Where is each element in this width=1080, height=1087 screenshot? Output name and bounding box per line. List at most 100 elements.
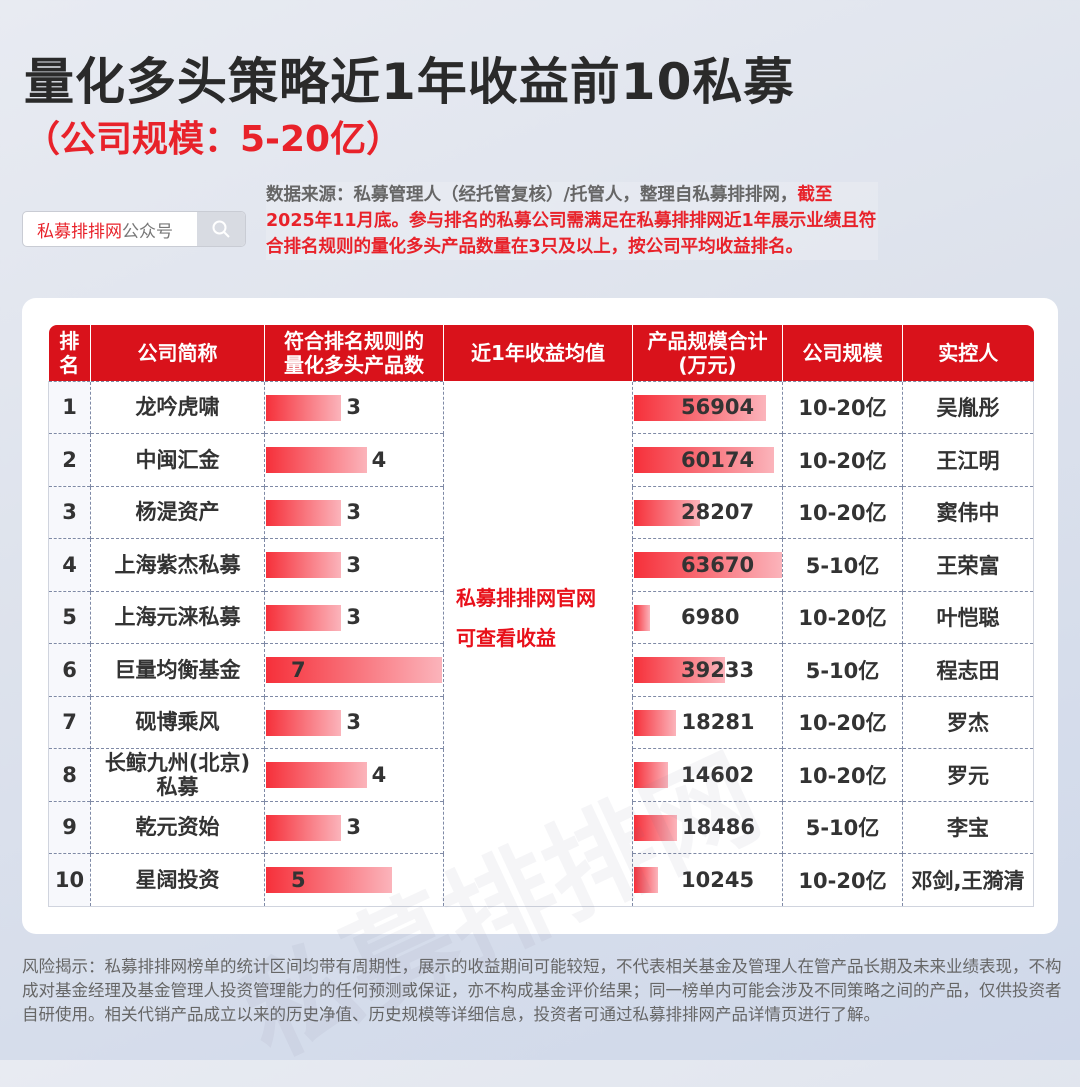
size-label: 6980 xyxy=(681,605,740,630)
count-label: 3 xyxy=(346,552,362,577)
controller: 程志田 xyxy=(902,643,1034,696)
count-bar xyxy=(266,762,367,788)
table-row: 9 乾元资始 3 18486 5-10亿 李宝 xyxy=(48,800,1034,854)
company-scale: 10-20亿 xyxy=(782,433,903,486)
table-row: 8 长鲸九州(北京)私募 4 14602 10-20亿 罗元 xyxy=(48,748,1034,801)
count-label: 3 xyxy=(346,395,362,420)
return-cell xyxy=(443,538,633,591)
return-cell xyxy=(443,643,633,696)
data-source-note: 数据来源：私募管理人（经托管复核）/托管人，整理自私募排排网，截至2025年11… xyxy=(266,182,878,260)
company-name: 中闽汇金 xyxy=(90,433,265,486)
count-cell: 4 xyxy=(264,748,444,801)
risk-disclaimer: 风险揭示：私募排排网榜单的统计区间均带有周期性，展示的收益期间可能较短，不代表相… xyxy=(22,957,1062,1024)
header-size: 产品规模合计 (万元) xyxy=(632,325,783,381)
company-name: 杨湜资产 xyxy=(90,485,265,539)
page-subtitle: （公司规模：5-20亿） xyxy=(24,119,403,160)
header-count: 符合排名规则的 量化多头产品数 xyxy=(264,325,444,381)
rank-cell: 3 xyxy=(48,485,91,539)
size-cell: 60174 xyxy=(632,433,783,486)
table-row: 10 星阔投资 5 10245 10-20亿 邓剑,王漪清 xyxy=(48,853,1034,907)
header-controller: 实控人 xyxy=(902,325,1034,381)
company-scale: 10-20亿 xyxy=(782,853,903,907)
count-bar xyxy=(266,604,342,631)
size-bar xyxy=(634,709,677,736)
table-row: 1 龙吟虎啸 3 56904 10-20亿 吴胤彤 xyxy=(48,380,1034,434)
size-cell: 10245 xyxy=(632,853,783,907)
table-row: 3 杨湜资产 3 28207 10-20亿 窦伟中 xyxy=(48,485,1034,539)
overlay-line2: 可查看收益 xyxy=(456,626,556,650)
size-label: 10245 xyxy=(681,867,755,892)
controller: 罗元 xyxy=(902,748,1034,801)
count-bar xyxy=(266,657,442,683)
company-scale: 10-20亿 xyxy=(782,380,903,434)
count-bar xyxy=(266,552,342,578)
overlay-note: 私募排排网官网 可查看收益 xyxy=(456,578,596,658)
count-bar xyxy=(266,499,342,526)
count-bar xyxy=(266,867,392,893)
company-scale: 10-20亿 xyxy=(782,748,903,801)
controller: 王江明 xyxy=(902,433,1034,486)
table-row: 7 砚博乘风 3 18281 10-20亿 罗杰 xyxy=(48,695,1034,749)
count-cell: 4 xyxy=(264,433,444,486)
count-label: 7 xyxy=(291,657,306,682)
header-name: 公司简称 xyxy=(90,325,265,381)
size-cell: 18281 xyxy=(632,695,783,749)
size-cell: 6980 xyxy=(632,590,783,644)
count-cell: 3 xyxy=(264,538,444,591)
search-box[interactable]: 私募排排网 公众号 xyxy=(22,211,246,247)
return-cell xyxy=(443,853,633,907)
size-bar xyxy=(634,867,658,893)
rank-cell: 7 xyxy=(48,695,91,749)
return-cell xyxy=(443,591,633,644)
count-cell: 5 xyxy=(264,853,444,907)
count-label: 3 xyxy=(346,815,362,840)
size-bar xyxy=(634,762,668,788)
rank-cell: 5 xyxy=(48,590,91,644)
controller: 叶恺聪 xyxy=(902,590,1034,644)
count-cell: 3 xyxy=(264,695,444,749)
count-label: 3 xyxy=(346,500,362,525)
size-cell: 56904 xyxy=(632,380,783,434)
size-label: 28207 xyxy=(681,500,755,525)
size-label: 39233 xyxy=(681,657,755,682)
return-cell xyxy=(443,696,633,749)
size-cell: 39233 xyxy=(632,643,783,696)
count-label: 3 xyxy=(346,710,362,735)
controller: 窦伟中 xyxy=(902,485,1034,539)
company-name: 长鲸九州(北京)私募 xyxy=(90,748,265,801)
company-scale: 5-10亿 xyxy=(782,800,903,854)
count-label: 4 xyxy=(371,447,387,472)
search-button[interactable] xyxy=(197,212,245,246)
size-cell: 18486 xyxy=(632,800,783,854)
size-label: 56904 xyxy=(681,395,755,420)
search-suffix: 公众号 xyxy=(122,221,173,242)
note-gray: 数据来源：私募管理人（经托管复核）/托管人，整理自私募排排网， xyxy=(266,185,798,205)
company-name: 龙吟虎啸 xyxy=(90,380,265,434)
table-row: 6 巨量均衡基金 7 39233 5-10亿 程志田 xyxy=(48,643,1034,696)
table-row: 5 上海元涞私募 3 6980 10-20亿 叶恺聪 xyxy=(48,590,1034,644)
count-cell: 3 xyxy=(264,590,444,644)
page-title: 量化多头策略近1年收益前10私募 xyxy=(24,53,795,111)
count-label: 3 xyxy=(346,605,362,630)
rank-cell: 10 xyxy=(48,853,91,907)
size-bar xyxy=(634,447,774,473)
size-label: 63670 xyxy=(681,552,755,577)
size-bar xyxy=(634,552,782,578)
search-input[interactable]: 私募排排网 公众号 xyxy=(23,212,197,246)
return-cell xyxy=(443,433,633,486)
ranking-table: 排 名公司简称 符合排名规则的 量化多头产品数 近1年收益均值 产品规模合计 (万元)… xyxy=(48,325,1034,907)
return-cell xyxy=(443,381,633,434)
table-row: 2 中闽汇金 4 60174 10-20亿 王江明 xyxy=(48,433,1034,486)
rank-cell: 8 xyxy=(48,748,91,801)
return-cell xyxy=(443,801,633,854)
controller: 李宝 xyxy=(902,800,1034,854)
return-cell xyxy=(443,486,633,539)
company-scale: 10-20亿 xyxy=(782,695,903,749)
company-name-text: 长鲸九州(北京)私募 xyxy=(104,750,251,799)
company-scale: 10-20亿 xyxy=(782,590,903,644)
header-rank: 排 名 xyxy=(48,325,91,381)
controller: 王荣富 xyxy=(902,538,1034,591)
company-name: 砚博乘风 xyxy=(90,695,265,749)
size-bar xyxy=(634,394,767,421)
size-bar xyxy=(634,814,677,841)
